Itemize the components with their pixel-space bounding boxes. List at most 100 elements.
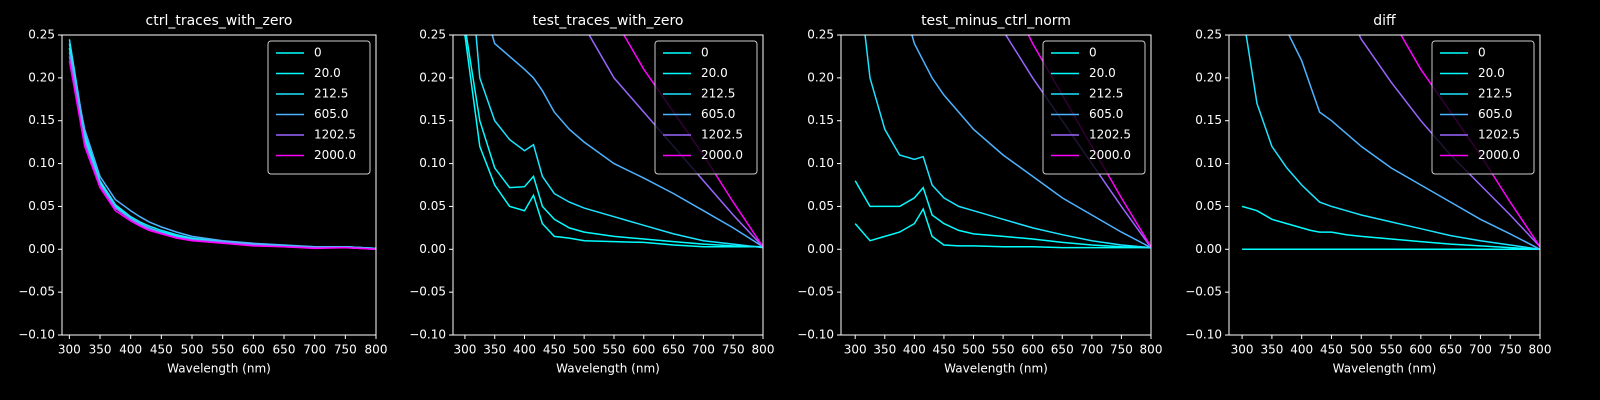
- y-tick-label: 0.25: [28, 28, 55, 42]
- legend-label: 1202.5: [314, 128, 356, 142]
- x-tick-label: 400: [903, 343, 926, 357]
- subplot: ctrl_traces_with_zero Wavelength (nm) −0.1…: [18, 13, 387, 376]
- y-tick-label: 0.10: [419, 156, 446, 170]
- x-tick-label: 500: [181, 343, 204, 357]
- legend-label: 0: [1089, 46, 1097, 60]
- x-tick-label: 800: [1529, 343, 1552, 357]
- x-axis-label: Wavelength (nm): [167, 362, 271, 376]
- y-tick-label: −0.10: [797, 328, 834, 342]
- data-line: [1241, 205, 1540, 251]
- data-line: [854, 180, 1151, 249]
- legend-label: 605.0: [701, 107, 735, 121]
- legend-label: 2000.0: [1478, 148, 1520, 162]
- y-tick-label: 0.00: [807, 242, 834, 256]
- y-tick-label: 0.05: [1195, 199, 1222, 213]
- data-line: [68, 51, 376, 250]
- legend-label: 212.5: [701, 87, 735, 101]
- x-tick-label: 500: [573, 343, 596, 357]
- y-tick-label: 0.05: [807, 199, 834, 213]
- x-tick-label: 800: [365, 343, 388, 357]
- x-tick-label: 600: [1021, 343, 1044, 357]
- subplot: test_traces_with_zero Wavelength (nm) −0.1…: [409, 13, 775, 376]
- x-tick-label: 650: [1051, 343, 1074, 357]
- legend-label: 1202.5: [1478, 128, 1520, 142]
- y-tick-label: 0.15: [807, 113, 834, 127]
- x-axis-label: Wavelength (nm): [556, 362, 660, 376]
- axes-frame: [1228, 34, 1541, 336]
- axes-frame: [840, 34, 1152, 336]
- x-tick-label: 500: [962, 343, 985, 357]
- y-tick-label: −0.05: [1185, 285, 1222, 299]
- legend-label: 212.5: [1478, 87, 1512, 101]
- x-tick-label: 450: [1320, 343, 1343, 357]
- y-tick-label: 0.15: [1195, 113, 1222, 127]
- x-tick-label: 450: [543, 343, 566, 357]
- x-tick-label: 350: [89, 343, 112, 357]
- axes-frame: [61, 34, 377, 336]
- data-line: [1288, 35, 1540, 250]
- legend-label: 0: [1478, 46, 1486, 60]
- x-tick-label: 550: [603, 343, 626, 357]
- subplot: test_minus_ctrl_norm Wavelength (nm) −0.10…: [797, 13, 1162, 376]
- x-tick-label: 750: [1499, 343, 1522, 357]
- x-tick-label: 550: [992, 343, 1015, 357]
- x-tick-label: 700: [303, 343, 326, 357]
- x-tick-label: 400: [1290, 343, 1313, 357]
- y-tick-label: 0.20: [1195, 70, 1222, 84]
- legend-label: 605.0: [1089, 107, 1123, 121]
- y-tick-label: −0.05: [797, 285, 834, 299]
- legend-label: 2000.0: [701, 148, 743, 162]
- y-tick-label: −0.05: [18, 285, 55, 299]
- data-line: [854, 207, 1151, 249]
- legend-label: 2000.0: [1089, 148, 1131, 162]
- subplot: diff Wavelength (nm) −0.10 −0.05 0.00 0.05 0.1…: [1185, 13, 1552, 376]
- x-tick-label: 350: [483, 343, 506, 357]
- y-tick-label: 0.25: [807, 28, 834, 42]
- legend-label: 20.0: [1478, 66, 1505, 80]
- y-tick-label: 0.10: [807, 156, 834, 170]
- x-tick-label: 800: [752, 343, 775, 357]
- y-tick-label: 0.15: [419, 113, 446, 127]
- plot-lines: [68, 39, 376, 251]
- subplot-title: test_traces_with_zero: [533, 13, 684, 29]
- x-tick-label: 350: [1260, 343, 1283, 357]
- x-tick-label: 650: [273, 343, 296, 357]
- x-tick-label: 500: [1350, 343, 1373, 357]
- y-tick-label: 0.10: [1195, 156, 1222, 170]
- y-tick-label: 0.00: [419, 242, 446, 256]
- x-tick-label: 750: [334, 343, 357, 357]
- legend-label: 2000.0: [314, 148, 356, 162]
- y-tick-label: 0.25: [419, 28, 446, 42]
- legend: 0 20.0 212.5 605.0 1202.5 2000.0: [654, 40, 758, 175]
- data-line: [464, 35, 763, 248]
- legend: 0 20.0 212.5 605.0 1202.5 2000.0: [1042, 40, 1146, 175]
- y-tick-label: 0.15: [28, 113, 55, 127]
- legend-label: 605.0: [1478, 107, 1512, 121]
- data-line: [911, 35, 1151, 249]
- x-tick-label: 600: [1409, 343, 1432, 357]
- y-tick-label: −0.05: [409, 285, 446, 299]
- data-line: [465, 35, 763, 248]
- y-tick-label: −0.10: [409, 328, 446, 342]
- x-tick-label: 300: [453, 343, 476, 357]
- y-tick-label: 0.05: [28, 199, 55, 213]
- x-axis-label: Wavelength (nm): [944, 362, 1048, 376]
- y-tick-label: 0.00: [28, 242, 55, 256]
- x-tick-label: 600: [632, 343, 655, 357]
- x-tick-label: 750: [1110, 343, 1133, 357]
- data-line: [475, 35, 763, 249]
- y-tick-label: 0.00: [1195, 242, 1222, 256]
- legend-label: 0: [314, 46, 322, 60]
- x-tick-label: 400: [513, 343, 536, 357]
- x-tick-label: 300: [58, 343, 81, 357]
- x-tick-label: 550: [1380, 343, 1403, 357]
- data-line: [68, 60, 376, 251]
- x-tick-label: 350: [873, 343, 896, 357]
- legend-label: 212.5: [314, 87, 348, 101]
- x-tick-label: 700: [692, 343, 715, 357]
- axes-frame: [452, 34, 764, 336]
- y-tick-label: −0.10: [1185, 328, 1222, 342]
- y-tick-label: 0.10: [28, 156, 55, 170]
- x-tick-label: 650: [1439, 343, 1462, 357]
